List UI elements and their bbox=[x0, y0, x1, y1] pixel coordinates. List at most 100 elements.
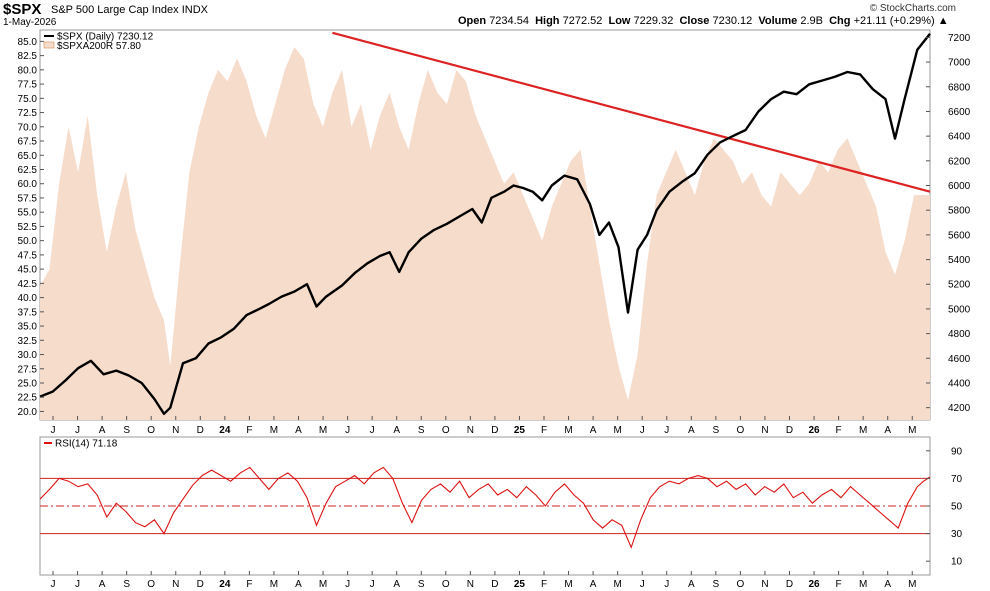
left-axis-label: 60.0 bbox=[18, 179, 38, 190]
right-axis-label: 4800 bbox=[948, 329, 971, 340]
right-axis-label: 5600 bbox=[948, 230, 971, 241]
left-axis-label: 32.5 bbox=[18, 336, 38, 347]
low-label: Low bbox=[608, 15, 631, 27]
left-axis-label: 47.5 bbox=[18, 250, 38, 261]
left-axis-label: 65.0 bbox=[18, 151, 38, 162]
x-axis-label: 25 bbox=[514, 425, 526, 436]
left-axis-label: 57.5 bbox=[18, 193, 38, 204]
rsi-line bbox=[39, 466, 931, 549]
x-axis-label: A bbox=[393, 425, 400, 436]
x-axis-label: J bbox=[664, 425, 669, 436]
rsi-x-axis-label: J bbox=[640, 579, 645, 590]
quote-date: 1-May-2026 bbox=[3, 17, 57, 28]
right-axis-label: 4600 bbox=[948, 354, 971, 365]
brand-watermark: © StockCharts.com bbox=[869, 3, 956, 14]
legend-swatch-breadth bbox=[43, 41, 55, 49]
rsi-x-axis-label: A bbox=[688, 579, 695, 590]
exchange-label: INDX bbox=[181, 4, 208, 16]
rsi-x-axis-label: J bbox=[51, 579, 56, 590]
close-value: 7230.12 bbox=[712, 15, 753, 27]
left-axis-label: 62.5 bbox=[18, 165, 38, 176]
rsi-x-axis-label: J bbox=[664, 579, 669, 590]
rsi-x-axis-label: O bbox=[442, 579, 450, 590]
high-label: High bbox=[535, 15, 560, 27]
x-axis-label: A bbox=[295, 425, 302, 436]
left-axis-label: 25.0 bbox=[18, 378, 38, 389]
open-value: 7234.54 bbox=[489, 15, 529, 27]
left-axis-label: 30.0 bbox=[18, 350, 38, 361]
rsi-x-axis-label: A bbox=[590, 579, 597, 590]
left-axis-label: 27.5 bbox=[18, 364, 38, 375]
left-axis-label: 55.0 bbox=[18, 208, 38, 219]
rsi-x-axis-label: J bbox=[75, 579, 80, 590]
x-axis-label: A bbox=[99, 425, 106, 436]
x-axis-label: F bbox=[541, 425, 547, 436]
rsi-x-axis-label: M bbox=[908, 579, 916, 590]
x-axis-label: M bbox=[270, 425, 278, 436]
rsi-x-axis-label: 24 bbox=[219, 579, 231, 590]
breadth-area bbox=[40, 47, 930, 420]
trend-line bbox=[332, 31, 931, 193]
rsi-x-axis-label: O bbox=[147, 579, 155, 590]
x-axis-label: N bbox=[467, 425, 474, 436]
legend-entry-breadth: $SPXA200R 57.80 bbox=[57, 41, 141, 52]
right-axis-label: 6600 bbox=[948, 107, 971, 118]
rsi-axis-label: 10 bbox=[951, 557, 963, 568]
left-axis-label: 22.5 bbox=[18, 393, 38, 404]
x-axis-label: M bbox=[613, 425, 621, 436]
x-axis-label: F bbox=[246, 425, 252, 436]
right-axis-label: 5800 bbox=[948, 206, 971, 217]
rsi-x-axis-label: N bbox=[467, 579, 474, 590]
x-axis-label: O bbox=[737, 425, 745, 436]
x-axis-label: D bbox=[491, 425, 498, 436]
left-axis-label: 37.5 bbox=[18, 307, 38, 318]
rsi-x-axis-label: 26 bbox=[808, 579, 820, 590]
right-axis-label: 6200 bbox=[948, 156, 971, 167]
rsi-x-axis-label: M bbox=[270, 579, 278, 590]
chg-value: +21.11 (+0.29%) bbox=[853, 15, 935, 27]
right-axis-label: 5000 bbox=[948, 304, 971, 315]
left-axis-label: 75.0 bbox=[18, 94, 38, 105]
x-axis-label: M bbox=[908, 425, 916, 436]
x-axis-label: M bbox=[564, 425, 572, 436]
left-axis-label: 40.0 bbox=[18, 293, 38, 304]
x-axis-label: S bbox=[713, 425, 720, 436]
x-axis-label: D bbox=[197, 425, 204, 436]
left-axis-label: 67.5 bbox=[18, 137, 38, 148]
rsi-x-axis-label: F bbox=[836, 579, 842, 590]
price-line bbox=[39, 32, 931, 415]
rsi-x-axis-label: M bbox=[613, 579, 621, 590]
right-axis-label: 5400 bbox=[948, 255, 971, 266]
rsi-x-axis-label: N bbox=[761, 579, 768, 590]
x-axis-label: J bbox=[345, 425, 350, 436]
x-axis-label: J bbox=[370, 425, 375, 436]
ohlc-readout: Open 7234.54 High 7272.52 Low 7229.32 Cl… bbox=[458, 15, 949, 27]
rsi-x-axis-label: D bbox=[491, 579, 498, 590]
right-axis-label: 6000 bbox=[948, 181, 971, 192]
legend-entry-price: $SPX (Daily) 7230.12 bbox=[57, 32, 154, 43]
x-axis-label: J bbox=[640, 425, 645, 436]
rsi-axis-label: 90 bbox=[951, 446, 963, 457]
x-axis-label: A bbox=[884, 425, 891, 436]
left-axis-label: 85.0 bbox=[18, 37, 38, 48]
rsi-x-axis-label: F bbox=[246, 579, 252, 590]
rsi-axis-label: 50 bbox=[951, 502, 963, 513]
right-axis-label: 7000 bbox=[948, 58, 971, 69]
rsi-x-axis-label: A bbox=[884, 579, 891, 590]
rsi-x-axis-label: S bbox=[418, 579, 425, 590]
x-axis-label: O bbox=[442, 425, 450, 436]
rsi-x-axis-label: S bbox=[123, 579, 130, 590]
x-axis-label: J bbox=[51, 425, 56, 436]
x-axis-label: J bbox=[75, 425, 80, 436]
left-axis-label: 35.0 bbox=[18, 322, 38, 333]
close-label: Close bbox=[679, 15, 710, 27]
instrument-name: S&P 500 Large Cap Index INDX bbox=[51, 4, 208, 16]
rsi-x-axis-label: A bbox=[393, 579, 400, 590]
x-axis-label: S bbox=[123, 425, 130, 436]
left-axis-label: 20.0 bbox=[18, 407, 38, 418]
left-axis-label: 70.0 bbox=[18, 122, 38, 133]
x-axis-label: 26 bbox=[808, 425, 820, 436]
x-axis-label: F bbox=[836, 425, 842, 436]
rsi-x-axis-label: M bbox=[564, 579, 572, 590]
rsi-x-axis-label: F bbox=[541, 579, 547, 590]
